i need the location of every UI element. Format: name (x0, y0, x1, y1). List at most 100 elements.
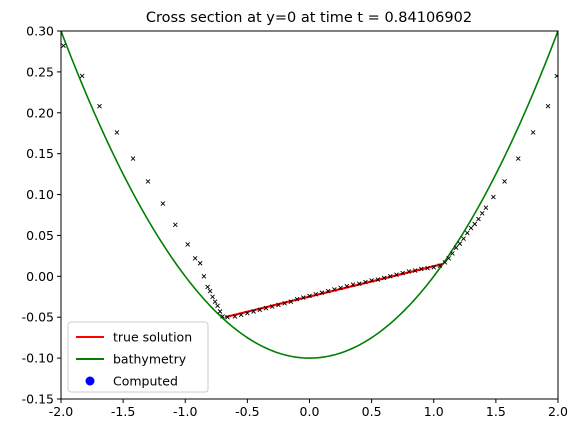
computed-point (201, 274, 207, 279)
x-axis: -2.0 -1.5 -1.0 -0.5 0.0 0.5 1.0 1.5 2.0 (49, 399, 568, 419)
computed-point (431, 265, 437, 270)
computed-point (172, 222, 178, 228)
y-tick-label: -0.05 (22, 310, 54, 325)
legend-item: bathymetry (76, 352, 187, 367)
computed-point (319, 290, 325, 296)
x-tick-label: 2.0 (548, 404, 568, 419)
legend-item: true solution (76, 330, 192, 345)
computed-point (344, 283, 350, 289)
computed-point (238, 312, 244, 318)
computed-point (313, 292, 319, 297)
x-tick-label: 0.5 (362, 404, 382, 419)
computed-point (554, 73, 558, 79)
computed-point (545, 103, 551, 109)
computed-point (453, 245, 459, 251)
computed-point (205, 284, 210, 290)
computed-point (425, 265, 430, 271)
computed-point (406, 269, 412, 274)
computed-point (79, 73, 85, 79)
computed-point (338, 285, 343, 291)
x-tick-label: -0.5 (235, 404, 259, 419)
computed-point (400, 270, 406, 276)
computed-point (192, 256, 198, 261)
computed-point (363, 279, 368, 285)
computed-point (446, 256, 451, 261)
bathymetry-line (61, 31, 558, 359)
computed-point (217, 309, 223, 314)
y-tick-label: -0.15 (22, 392, 54, 407)
computed-point (476, 216, 481, 222)
plot-area (61, 31, 558, 359)
y-tick-label: 0.30 (26, 24, 54, 39)
legend-label: Computed (113, 374, 178, 389)
computed-point (461, 236, 466, 242)
x-tick-label: 0.0 (300, 404, 320, 419)
legend-label: true solution (113, 330, 192, 345)
computed-point (97, 103, 102, 109)
computed-point (215, 303, 220, 309)
computed-point (412, 268, 418, 273)
computed-point (394, 272, 399, 278)
computed-point (276, 302, 281, 308)
computed-point (375, 277, 381, 282)
computed-point (232, 314, 238, 319)
computed-point (450, 251, 455, 256)
computed-point (145, 179, 151, 184)
computed-point (288, 299, 294, 305)
computed-point (185, 242, 191, 247)
x-tick-label: -1.0 (173, 404, 197, 419)
y-tick-label: 0.00 (26, 269, 54, 284)
computed-point (207, 288, 213, 294)
chart-title: Cross section at y=0 at time t = 0.84106… (146, 10, 472, 26)
computed-point (212, 299, 218, 305)
computed-point (468, 225, 474, 231)
legend-item: Computed (85, 374, 178, 389)
computed-point (491, 194, 496, 200)
computed-point (210, 294, 215, 300)
computed-point (464, 230, 470, 236)
legend-box (67, 321, 209, 393)
legend: true solution bathymetry Computed (67, 321, 209, 393)
computed-point (387, 274, 393, 279)
computed-point (502, 179, 507, 184)
y-tick-label: 0.05 (26, 228, 54, 243)
x-tick-label: -1.5 (111, 404, 135, 419)
computed-point (325, 288, 331, 294)
y-tick-label: 0.15 (26, 146, 54, 161)
x-tick-label: 1.5 (486, 404, 506, 419)
computed-point (114, 130, 120, 135)
computed-point (479, 211, 485, 216)
computed-point (251, 309, 256, 314)
computed-point (307, 293, 312, 299)
computed-point (472, 221, 478, 227)
computed-point (197, 260, 203, 266)
x-tick-label: -2.0 (49, 404, 73, 419)
computed-point (130, 156, 136, 161)
computed-point (245, 310, 250, 316)
computed-point (220, 314, 225, 319)
computed-point (263, 305, 269, 311)
computed-point (282, 301, 287, 306)
computed-point (350, 282, 356, 287)
computed-point (457, 241, 463, 246)
computed-point (442, 260, 448, 265)
computed-point (300, 295, 306, 300)
y-tick-label: 0.20 (26, 105, 54, 120)
computed-point (61, 43, 66, 49)
y-tick-label: -0.10 (22, 351, 54, 366)
computed-point (160, 201, 166, 206)
computed-point (419, 266, 424, 272)
computed-point (257, 307, 263, 313)
computed-point (225, 314, 230, 320)
computed-point (381, 275, 387, 281)
computed-point (437, 263, 443, 269)
computed-point (294, 296, 300, 302)
legend-swatch (85, 376, 95, 386)
computed-point (483, 205, 489, 210)
y-tick-label: 0.10 (26, 187, 54, 202)
legend-label: bathymetry (113, 352, 187, 367)
computed-point (356, 281, 362, 287)
computed-point (530, 130, 536, 135)
y-tick-label: 0.25 (26, 64, 54, 79)
